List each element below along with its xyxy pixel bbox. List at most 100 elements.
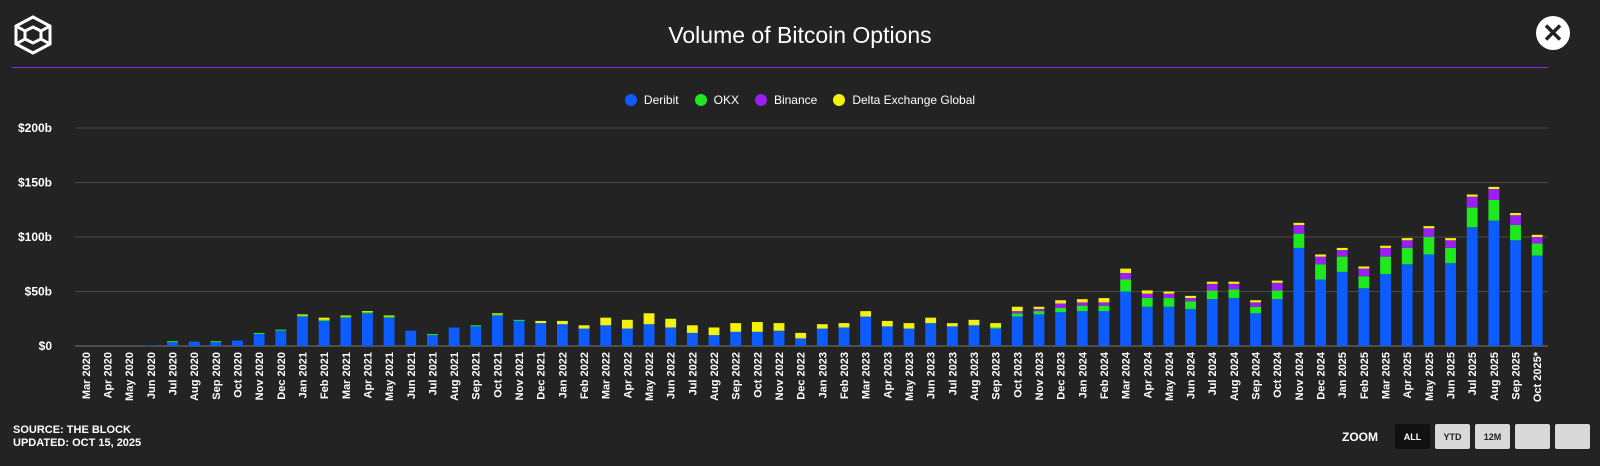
bar-delta-exchange-global [1336, 247, 1348, 251]
x-tick-label: Mar 2020 [81, 352, 93, 399]
bar-delta-exchange-global [708, 327, 720, 336]
bar-deribit [1445, 263, 1456, 346]
page-title: Volume of Bitcoin Options [668, 22, 932, 48]
y-tick-label: $0 [39, 339, 53, 353]
bar-binance [1336, 250, 1348, 257]
bar-okx [1380, 256, 1391, 275]
x-tick-label: Mar 2023 [861, 352, 873, 399]
x-tick-label: Jun 2023 [926, 352, 938, 399]
bar-okx [1185, 301, 1196, 309]
bar-binance [1531, 237, 1543, 244]
x-tick-label: Jul 2021 [427, 352, 439, 395]
bar-okx [1120, 279, 1132, 292]
zoom-button-blank-4[interactable] [1555, 424, 1590, 449]
x-tick-label: Nov 2021 [514, 352, 526, 400]
x-tick-label: Sep 2025 [1511, 352, 1523, 400]
bar-deribit [1055, 312, 1067, 346]
bar-deribit [232, 340, 243, 346]
x-tick-label: Dec 2021 [536, 352, 548, 400]
bar-deribit [600, 325, 612, 346]
bar-binance [1120, 272, 1132, 280]
x-tick-label: Nov 2020 [254, 352, 266, 400]
legend-label: Delta Exchange Global [852, 93, 976, 107]
legend-item-deribit[interactable]: Deribit [624, 93, 679, 107]
x-tick-label: Aug 2025 [1489, 352, 1501, 401]
bar-okx [1228, 289, 1240, 299]
legend-dot-icon [624, 94, 637, 106]
bar-delta-exchange-global [1033, 306, 1045, 309]
bar-delta-exchange-global [751, 322, 763, 332]
bar-binance [1380, 247, 1391, 257]
x-tick-label: Oct 2023 [1012, 352, 1024, 398]
bar-deribit [1163, 306, 1175, 346]
bar-okx [275, 329, 287, 331]
bar-deribit [1466, 227, 1478, 346]
bar-okx [1445, 247, 1456, 264]
bar-delta-exchange-global [643, 313, 655, 325]
bar-binance [1445, 240, 1456, 248]
bar-binance [1076, 302, 1088, 306]
zoom-button-12m[interactable]: 12M [1475, 424, 1510, 449]
bar-deribit [1033, 314, 1045, 346]
bar-deribit [838, 327, 850, 346]
bar-binance [1488, 189, 1500, 200]
bar-delta-exchange-global [1531, 234, 1543, 237]
bar-binance [1271, 282, 1283, 291]
bar-okx [1076, 305, 1088, 312]
legend-item-delta-exchange-global[interactable]: Delta Exchange Global [833, 93, 975, 107]
x-tick-label: Jul 2020 [167, 352, 179, 395]
x-tick-label: Aug 2023 [969, 352, 981, 401]
bar-delta-exchange-global [556, 320, 568, 325]
bar-deribit [751, 331, 763, 346]
x-tick-label: Aug 2024 [1229, 351, 1241, 401]
bar-deribit [860, 316, 872, 346]
y-tick-label: $50b [25, 285, 52, 299]
x-tick-label: Jul 2023 [947, 352, 959, 395]
x-tick-label: Nov 2022 [774, 352, 786, 400]
y-tick-label: $200b [18, 121, 52, 135]
x-tick-label: Aug 2022 [709, 352, 721, 401]
x-tick-label: Jan 2025 [1337, 352, 1349, 398]
legend-dot-icon [694, 94, 707, 106]
bar-binance [1033, 308, 1045, 312]
bar-binance [1055, 303, 1067, 308]
zoom-button-blank-3[interactable] [1515, 424, 1550, 449]
bar-okx [470, 325, 482, 327]
bar-delta-exchange-global [838, 323, 850, 328]
x-tick-label: Feb 2023 [839, 352, 851, 399]
bar-deribit [1336, 271, 1348, 346]
x-tick-label: Jan 2021 [297, 352, 309, 398]
x-tick-label: Feb 2025 [1359, 352, 1371, 399]
legend-item-binance[interactable]: Binance [754, 93, 817, 107]
bar-okx [1315, 264, 1326, 280]
x-tick-label: Dec 2024 [1316, 351, 1328, 400]
bar-okx [1293, 233, 1305, 248]
bar-deribit [1120, 291, 1132, 346]
y-tick-label: $100b [18, 230, 52, 244]
x-tick-label: Feb 2024 [1099, 351, 1111, 399]
bar-delta-exchange-global [1250, 300, 1261, 303]
bar-delta-exchange-global [1293, 222, 1305, 226]
zoom-button-ytd[interactable]: YTD [1435, 424, 1470, 449]
x-tick-label: Oct 2025* [1532, 351, 1544, 402]
bar-deribit [1510, 240, 1521, 346]
x-tick-label: May 2022 [644, 352, 656, 401]
bar-deribit [535, 323, 547, 346]
close-button[interactable]: ✕ [1536, 16, 1570, 50]
source-text: SOURCE: THE BLOCK [13, 424, 131, 436]
bar-okx [1510, 225, 1521, 241]
updated-text: UPDATED: OCT 15, 2025 [13, 437, 142, 449]
bar-binance [1011, 311, 1023, 314]
bar-delta-exchange-global [1445, 238, 1456, 241]
the-block-logo-icon [12, 14, 54, 56]
x-tick-label: Oct 2021 [492, 352, 504, 398]
bar-deribit [167, 342, 178, 346]
legend-item-okx[interactable]: OKX [694, 93, 739, 107]
zoom-button-all[interactable]: ALL [1395, 424, 1430, 449]
bar-delta-exchange-global [686, 325, 698, 333]
bar-deribit [1076, 311, 1088, 346]
bar-delta-exchange-global [1120, 268, 1132, 273]
bar-okx [1531, 243, 1543, 256]
bar-deribit [1358, 288, 1370, 346]
bar-delta-exchange-global [1315, 254, 1326, 257]
